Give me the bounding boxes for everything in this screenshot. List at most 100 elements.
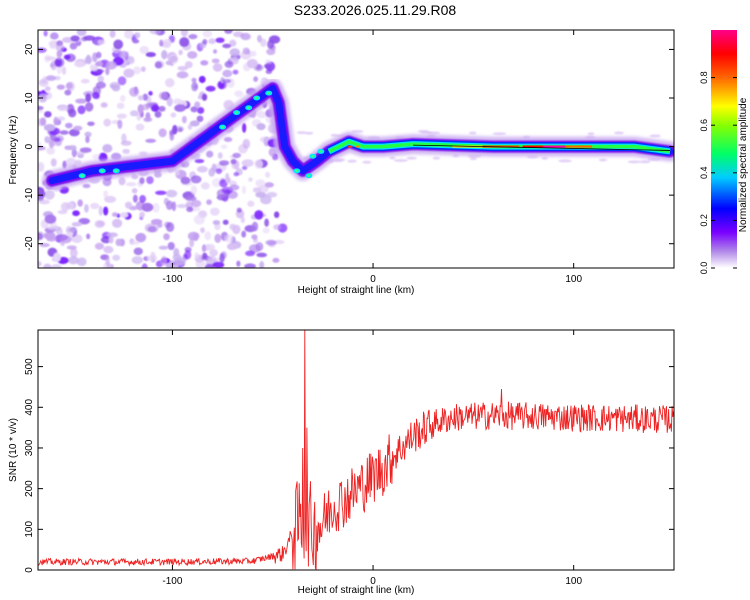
noise-blob <box>264 182 274 188</box>
noise-blob <box>86 233 91 240</box>
colorbar-tick-label: 0.2 <box>699 214 709 227</box>
noise-blob <box>123 68 135 78</box>
noise-blob <box>65 122 73 129</box>
noise-blob <box>134 32 141 39</box>
y-tick-label: 500 <box>24 358 35 375</box>
noise-blob <box>38 261 42 267</box>
noise-blob <box>87 121 95 127</box>
noise-blob <box>169 131 175 141</box>
noise-blob <box>56 84 66 90</box>
noise-blob <box>57 105 69 112</box>
noise-blob <box>102 144 113 153</box>
noise-blob <box>212 261 225 268</box>
noise-blob <box>232 152 242 159</box>
noise-blob <box>223 136 233 143</box>
noise-blob <box>267 39 275 49</box>
noise-blob <box>79 147 92 153</box>
noise-blob <box>236 260 241 267</box>
noise-blob <box>72 210 80 217</box>
noise-blob <box>159 39 164 47</box>
noise-blob <box>209 207 220 216</box>
ridge-spot-core <box>295 169 299 173</box>
noise-blob <box>211 58 220 64</box>
noise-blob <box>115 238 122 247</box>
noise-blob <box>253 76 259 82</box>
colorbar-tick-label: 0.4 <box>699 167 709 180</box>
noise-blob <box>122 148 130 154</box>
noise-blob <box>256 123 266 131</box>
noise-blob <box>70 35 80 42</box>
noise-blob <box>213 49 218 54</box>
noise-blob <box>119 212 129 218</box>
noise-blob <box>166 96 173 107</box>
noise-blob <box>189 238 195 248</box>
noise-blob <box>194 159 205 164</box>
noise-blob <box>258 185 269 193</box>
noise-blob <box>224 234 235 243</box>
noise-blob <box>90 202 100 210</box>
noise-blob <box>141 263 148 268</box>
noise-blob <box>154 110 162 118</box>
noise-blob <box>97 75 105 83</box>
noise-blob <box>155 190 167 195</box>
noise-blob <box>124 30 134 39</box>
noise-blob <box>162 38 172 49</box>
noise-blob <box>135 232 147 243</box>
noise-blob <box>347 159 357 163</box>
noise-blob <box>241 165 248 170</box>
noise-blob <box>265 239 277 246</box>
noise-blob <box>225 177 231 183</box>
noise-blob <box>129 87 140 97</box>
noise-blob <box>613 131 624 135</box>
noise-blob <box>71 148 77 158</box>
noise-blob <box>78 217 90 225</box>
x-tick-label: -100 <box>162 576 182 587</box>
noise-blob <box>103 245 114 254</box>
noise-blob <box>119 94 126 102</box>
colorbar: 0.0 0.2 0.4 0.6 0.8 Normalized spectral ampl… <box>699 30 749 274</box>
noise-blob <box>406 156 417 160</box>
noise-blob <box>53 252 61 262</box>
noise-blob <box>133 247 143 256</box>
noise-blob <box>38 190 46 198</box>
noise-blob <box>84 102 94 112</box>
noise-blob <box>167 241 175 251</box>
noise-blob <box>240 32 251 41</box>
noise-blob <box>218 160 230 166</box>
noise-blob <box>274 239 285 245</box>
noise-blob <box>176 204 188 209</box>
noise-blob <box>77 199 83 207</box>
noise-blob <box>193 214 205 225</box>
noise-blob <box>74 60 86 68</box>
noise-blob <box>132 39 140 44</box>
noise-blob <box>84 131 92 138</box>
y-tick-label: 300 <box>24 439 35 456</box>
noise-blob <box>649 134 661 138</box>
noise-blob <box>246 58 258 69</box>
noise-blob <box>186 206 194 213</box>
noise-blob <box>185 201 194 209</box>
noise-blob <box>230 158 237 165</box>
noise-blob <box>102 178 112 187</box>
noise-blob <box>121 133 127 143</box>
ridge-spot-core <box>255 96 259 100</box>
colorbar-ticks: 0.0 0.2 0.4 0.6 0.8 <box>699 71 737 274</box>
noise-blob <box>66 227 76 233</box>
noise-blob <box>124 201 133 209</box>
x-tick-label: 0 <box>370 274 376 285</box>
noise-blob <box>241 185 246 195</box>
flat-ridge-green <box>328 139 671 154</box>
noise-blob <box>197 106 205 114</box>
noise-blob <box>259 261 265 268</box>
noise-blob <box>249 50 257 57</box>
noise-blob <box>181 115 187 124</box>
noise-blob <box>190 199 202 208</box>
noise-blob <box>179 37 190 48</box>
noise-blob <box>252 187 262 193</box>
noise-blob <box>65 157 77 168</box>
noise-blob <box>60 202 70 212</box>
noise-blob <box>254 159 263 169</box>
noise-blob <box>137 95 144 101</box>
colorbar-label: Normalized spectral amplitude <box>738 97 749 232</box>
